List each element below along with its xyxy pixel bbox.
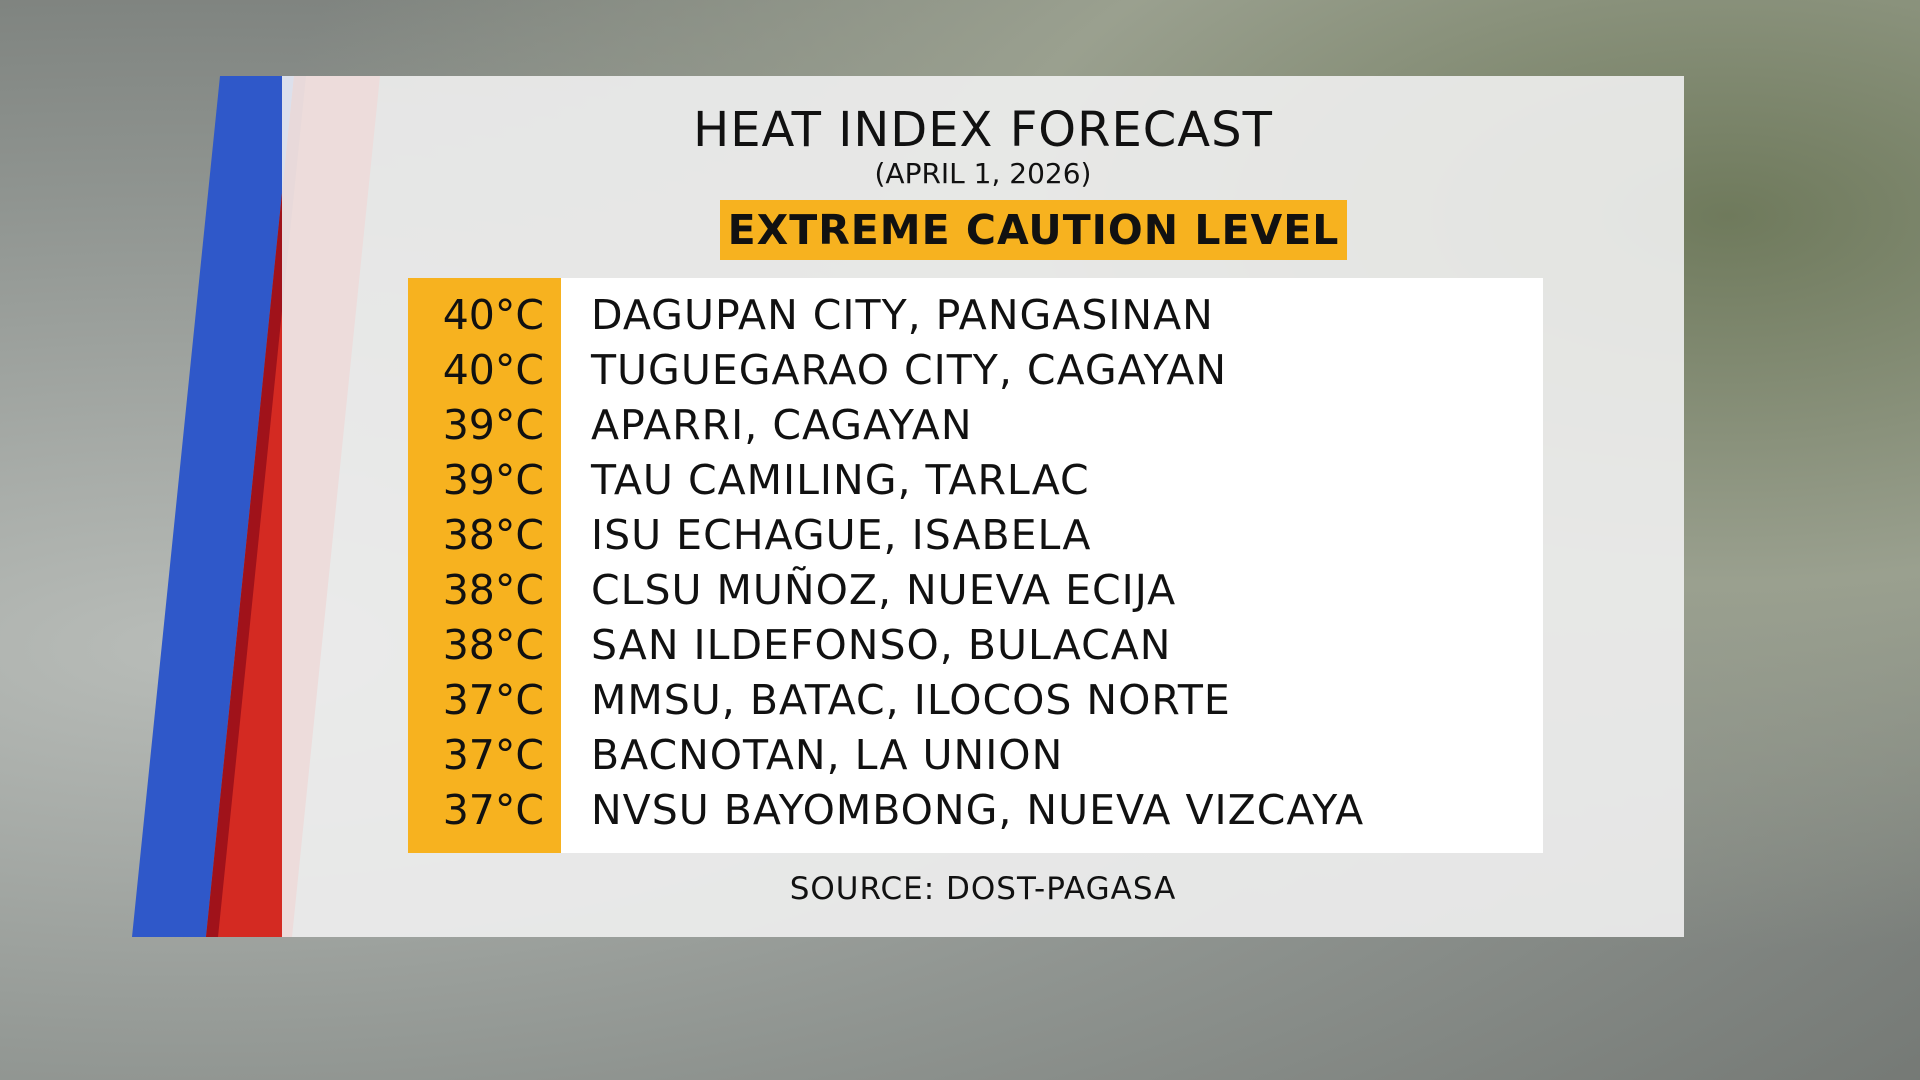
temperature: 39°C xyxy=(442,456,544,504)
table-row: 38°C ISU ECHAGUE, ISABELA xyxy=(408,508,1543,563)
location: SAN ILDEFONSO, BULACAN xyxy=(591,621,1172,669)
table-row: 40°C DAGUPAN CITY, PANGASINAN xyxy=(408,288,1543,343)
temperature: 38°C xyxy=(442,566,544,614)
date: (APRIL 1, 2026) xyxy=(874,157,1092,190)
source: SOURCE: DOST-PAGASA xyxy=(789,871,1177,907)
table-row: 40°C TUGUEGARAO CITY, CAGAYAN xyxy=(408,343,1543,398)
title: HEAT INDEX FORECAST xyxy=(693,102,1273,158)
table-row: 37°C MMSU, BATAC, ILOCOS NORTE xyxy=(408,673,1543,728)
table-row: 38°C CLSU MUÑOZ, NUEVA ECIJA xyxy=(408,563,1543,618)
blue-stripe xyxy=(132,76,294,937)
location: CLSU MUÑOZ, NUEVA ECIJA xyxy=(591,566,1177,614)
table-row: 37°C NVSU BAYOMBONG, NUEVA VIZCAYA xyxy=(408,783,1543,838)
location: DAGUPAN CITY, PANGASINAN xyxy=(591,291,1214,339)
table: 40°C DAGUPAN CITY, PANGASINAN 40°C TUGUEGAR… xyxy=(408,278,1543,853)
table-row: 38°C SAN ILDEFONSO, BULACAN xyxy=(408,618,1543,673)
temperature: 37°C xyxy=(442,676,544,724)
location: TUGUEGARAO CITY, CAGAYAN xyxy=(591,346,1228,394)
red-edge xyxy=(206,76,306,937)
location: ISU ECHAGUE, ISABELA xyxy=(591,511,1092,559)
temperature: 38°C xyxy=(442,511,544,559)
table-row: 39°C APARRI, CAGAYAN xyxy=(408,398,1543,453)
temperature: 39°C xyxy=(442,401,544,449)
temperature: 37°C xyxy=(442,786,544,834)
table-row: 37°C BACNOTAN, LA UNION xyxy=(408,728,1543,783)
temperature: 38°C xyxy=(442,621,544,669)
location: BACNOTAN, LA UNION xyxy=(591,731,1064,779)
location: MMSU, BATAC, ILOCOS NORTE xyxy=(591,676,1231,724)
temperature: 37°C xyxy=(442,731,544,779)
table-row: 39°C TAU CAMILING, TARLAC xyxy=(408,453,1543,508)
temp-column xyxy=(408,278,561,853)
location: NVSU BAYOMBONG, NUEVA VIZCAYA xyxy=(591,786,1365,834)
panel: HEAT INDEX FORECAST (APRIL 1, 2026) EXTR… xyxy=(282,76,1684,937)
location: TAU CAMILING, TARLAC xyxy=(591,456,1090,504)
level-banner: EXTREME CAUTION LEVEL xyxy=(720,200,1347,260)
temperature: 40°C xyxy=(442,346,544,394)
temperature: 40°C xyxy=(442,291,544,339)
location: APARRI, CAGAYAN xyxy=(591,401,973,449)
